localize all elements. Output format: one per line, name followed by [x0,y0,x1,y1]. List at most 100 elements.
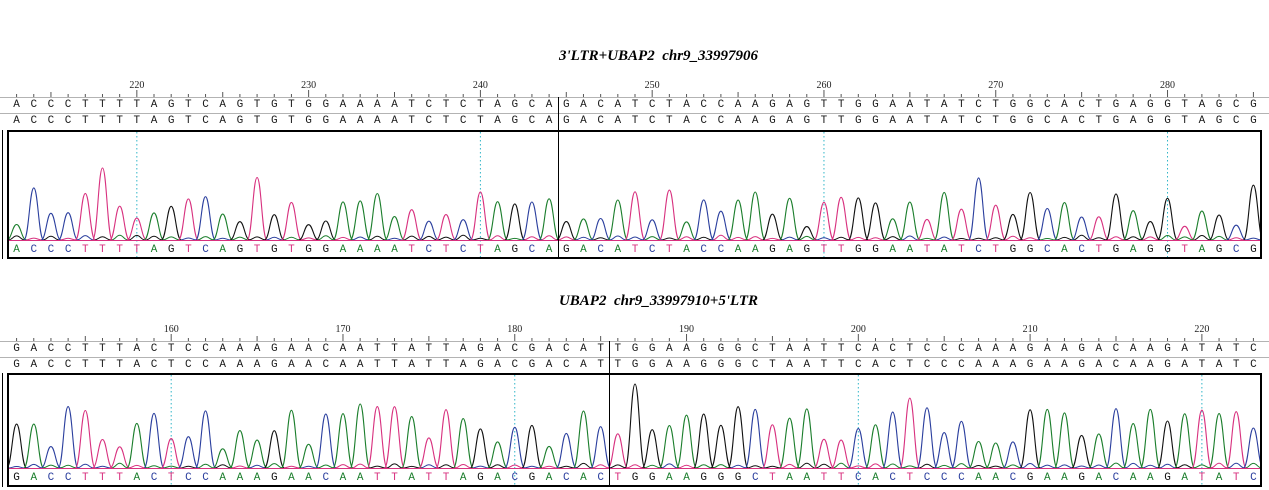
called-base-letter: A [580,472,587,484]
base-letter: A [734,99,742,111]
baseline-noise [93,465,112,469]
base-letter: G [734,343,742,355]
called-base-letter: A [494,244,501,256]
base-letter: G [1250,115,1257,127]
trace-peak-T [435,214,457,241]
called-base-letter: A [546,472,553,484]
called-base-letter: A [907,244,914,256]
called-base-letter: A [494,472,501,484]
trace-peak-C [40,446,62,469]
trace-peak-C [453,219,474,241]
called-base-letter: A [30,472,37,484]
trace-peak-G [298,224,319,241]
base-letter: G [477,359,484,371]
base-letter: T [1095,115,1103,127]
baseline-noise [626,236,644,241]
trace-peak-A [384,216,405,241]
base-letter: T [1232,359,1240,371]
base-letter: A [133,343,141,355]
base-letter: C [64,99,72,111]
baseline-noise [952,237,971,241]
base-letter: A [305,359,312,371]
base-letter: T [391,343,398,355]
base-letter: A [391,99,398,111]
junction-line [558,97,559,259]
baseline-noise [729,464,747,469]
trace-peak-C [916,407,938,469]
base-letter: C [202,343,209,355]
base-letter: A [1061,99,1068,111]
base-letter: G [13,343,20,355]
called-base-letter: T [426,472,433,484]
baseline-noise [1227,237,1245,241]
base-letter: T [133,99,141,111]
trace-peak-T [177,198,199,241]
baseline-noise [145,235,163,241]
base-letter: G [717,343,725,355]
baseline-noise [557,465,575,469]
baseline-noise [42,464,60,469]
trace-peak-G [469,428,491,469]
base-letter: A [305,343,312,355]
base-letter: A [683,99,690,111]
called-base-letter: A [237,472,244,484]
called-base-letter: C [48,472,55,484]
base-letter: G [528,359,536,371]
base-letter: C [855,343,862,355]
trace-peak-A [538,198,560,241]
trace-peak-A [1088,433,1110,469]
baseline-noise [1193,464,1211,469]
called-base-letter: A [1061,472,1068,484]
base-letter: C [322,343,330,355]
baseline-noise [506,464,524,469]
trace-peak-A [573,218,594,241]
baseline-noise [935,236,953,241]
baseline-noise [815,237,833,241]
trace-peak-A [143,212,165,241]
base-letter: A [683,359,690,371]
base-letter: G [631,343,639,355]
called-base-letter: G [305,244,312,256]
baseline-noise [798,235,816,241]
baseline-noise [231,465,249,469]
base-letter: A [906,99,914,111]
trace-peak-G [1140,221,1161,241]
base-letter: T [442,115,450,127]
baseline-noise [454,463,472,469]
baseline-noise [248,236,266,241]
trace-peak-T [246,176,268,241]
called-base-letter: G [803,244,810,256]
trace-peak-G [1019,191,1041,241]
position-ruler: 220 230 240 250 260 270 280 [0,80,1269,97]
trace-peak-G [1157,420,1179,469]
base-letter: T [133,115,141,127]
trace-peak-C [1105,408,1127,469]
base-letter: A [356,99,364,111]
ruler-label: 160 [164,324,179,335]
called-base-letter: A [1181,472,1188,484]
base-letter: G [1164,99,1171,111]
base-letter: T [837,343,845,355]
base-letter: T [99,99,106,111]
called-base-letter: C [1250,472,1257,484]
ruler-label: 170 [335,324,350,335]
called-base-letter: A [992,472,999,484]
base-letter: A [1129,343,1137,355]
trace-peak-G [1242,184,1260,241]
trace-peak-G [1019,409,1041,469]
trace-peak-C [710,210,732,241]
called-base-letter: G [563,244,570,256]
base-letter: C [940,343,948,355]
baseline-noise [1227,462,1245,469]
baseline-noise [832,462,850,469]
baseline-noise [695,464,713,469]
called-base-letter: A [941,244,948,256]
called-base-letter: A [1199,244,1206,256]
base-letter: C [459,115,467,127]
called-base-letter: A [615,244,622,256]
trace-peak-A [1053,202,1075,241]
base-letter: T [288,99,295,111]
base-letter: T [408,99,415,111]
